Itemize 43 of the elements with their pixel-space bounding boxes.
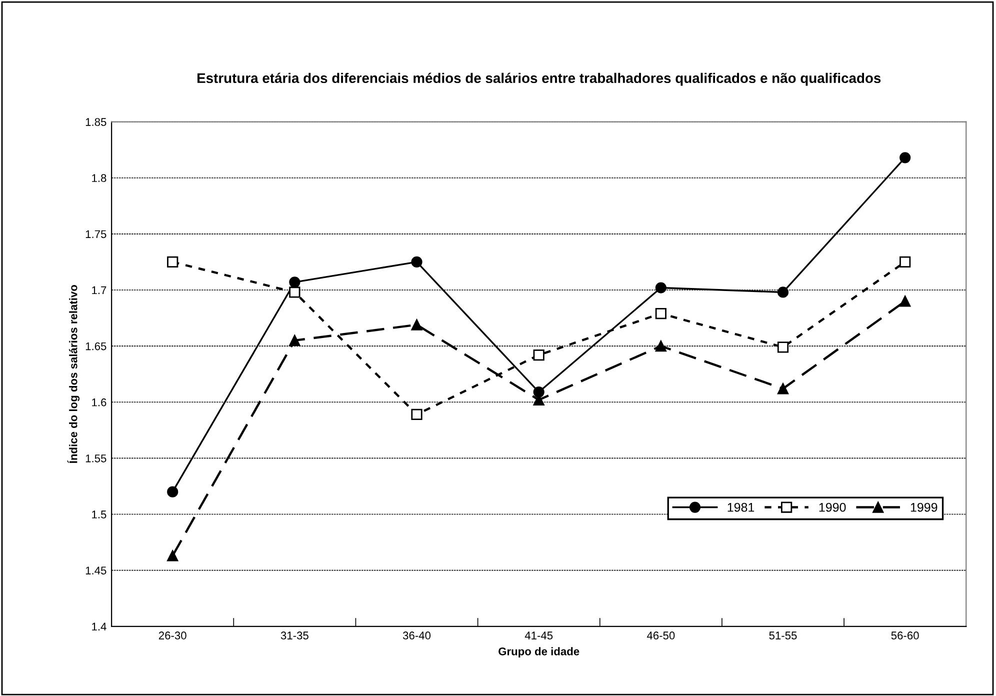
point <box>900 296 911 307</box>
x-tick-label: 26-30 <box>158 632 186 640</box>
legend-label: 1981 <box>728 502 754 512</box>
x-tick-label: 31-35 <box>280 632 308 640</box>
point <box>289 286 300 298</box>
point <box>900 152 911 164</box>
point <box>777 342 789 353</box>
point <box>777 383 789 394</box>
point <box>167 486 178 498</box>
y-tick-label: 1.45 <box>86 566 106 574</box>
y-axis-title: Índice do log dos salários relativo <box>67 285 80 464</box>
legend-label: 1999 <box>910 502 938 512</box>
point <box>655 282 666 294</box>
point <box>167 256 178 268</box>
x-tick-label: 41-45 <box>524 632 553 640</box>
point <box>411 408 422 420</box>
legend-label: 1990 <box>819 502 846 512</box>
point <box>411 256 422 268</box>
point <box>289 276 300 288</box>
x-axis-title: Grupo de idade <box>498 647 580 658</box>
point <box>411 319 422 330</box>
y-tick-label: 1.55 <box>86 454 106 462</box>
x-tick-label: 46-50 <box>646 632 675 640</box>
point <box>655 308 666 320</box>
x-tick-label: 51-55 <box>769 632 797 640</box>
x-tick-label: 56-60 <box>891 632 919 640</box>
point <box>655 340 666 352</box>
y-tick-label: 1.6 <box>92 398 106 406</box>
point <box>289 334 300 346</box>
point <box>777 286 789 298</box>
y-tick-label: 1.65 <box>86 342 106 350</box>
chart-title: Estrutura etária dos diferenciais médios de salários entre trabalhadores qualificados e não qualificados <box>197 72 881 86</box>
y-tick-label: 1.4 <box>92 622 106 630</box>
y-tick-label: 1.85 <box>86 118 106 126</box>
point <box>533 349 544 361</box>
point <box>167 550 178 562</box>
y-tick-label: 1.75 <box>86 230 106 238</box>
y-tick-label: 1.7 <box>92 286 106 294</box>
point <box>900 256 911 268</box>
y-tick-label: 1.8 <box>92 174 106 182</box>
x-tick-label: 36-40 <box>402 632 431 640</box>
y-tick-label: 1.5 <box>92 510 106 518</box>
point <box>533 386 544 398</box>
